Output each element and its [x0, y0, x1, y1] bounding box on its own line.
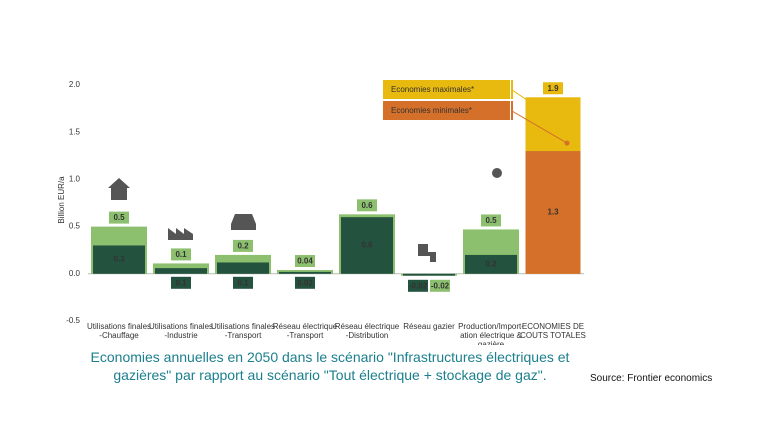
value-label-box — [171, 276, 191, 289]
x-tick-label: -Distribution — [346, 331, 389, 340]
icons — [108, 168, 502, 262]
caption: Economies annuelles en 2050 dans le scén… — [90, 349, 570, 383]
value-label-box — [233, 239, 253, 252]
bar-min — [525, 151, 581, 274]
value-label-box — [171, 248, 191, 261]
x-tick-label: -Transport — [225, 331, 262, 340]
bar-min — [155, 268, 207, 274]
bar-min — [465, 254, 517, 274]
value-label: 0.1 — [237, 278, 249, 287]
legend-connector — [511, 89, 527, 100]
y-tick-label: 0.0 — [69, 269, 81, 278]
value-label: 0.5 — [485, 216, 497, 225]
x-tick-label: ation électrique & — [460, 331, 522, 340]
value-label: -0.02 — [409, 281, 428, 290]
value-label-box — [295, 276, 315, 289]
x-tick-label: COUTS TOTALES — [520, 331, 586, 340]
x-tick-label: Utilisations finales — [211, 322, 275, 331]
value-label-box — [109, 211, 129, 224]
x-tick-label: Production/Import- — [458, 322, 524, 331]
x-tick-label: Utilisations finales — [87, 322, 151, 331]
y-tick-label: 1.5 — [69, 127, 81, 136]
value-label: 0.2 — [237, 242, 249, 251]
bar-min — [217, 262, 269, 274]
value-label: 0.02 — [297, 278, 313, 287]
value-label: -0.02 — [431, 281, 450, 290]
value-label-box — [233, 276, 253, 289]
value-label: 0.1 — [175, 250, 187, 259]
value-label-box — [543, 82, 563, 95]
legend-label: Economies minimales* — [391, 106, 472, 115]
chart: Billion EUR/a -0.5 0.0 0.5 1.0 1.5 2.0 Utilisa… — [57, 80, 586, 349]
y-tick-label: 0.5 — [69, 222, 81, 231]
source: Source: Frontier economics — [590, 373, 713, 384]
legend-connector — [511, 110, 568, 144]
legend-label: Economies maximales* — [391, 85, 474, 94]
legend-swatch — [383, 101, 510, 120]
x-tick-label: -Transport — [287, 331, 324, 340]
value-label: 0.6 — [361, 241, 373, 250]
bar-min — [279, 271, 331, 274]
value-label: 0.6 — [361, 201, 373, 210]
y-tick-label: 1.0 — [69, 175, 81, 184]
x-tick-label: Réseau gazier — [403, 322, 455, 331]
bar-min — [403, 273, 455, 276]
value-label-box — [430, 279, 450, 292]
value-label-box — [295, 255, 315, 268]
bar-min — [341, 217, 393, 274]
pipe-icon — [418, 244, 436, 262]
value-label: 0.04 — [297, 257, 313, 266]
value-label: 0.1 — [175, 278, 187, 287]
legend-dot — [564, 140, 570, 146]
value-label: 1.9 — [547, 84, 559, 93]
value-label-box — [481, 214, 501, 227]
legend-swatch — [383, 80, 510, 99]
value-label: 1.3 — [547, 208, 559, 217]
house-icon — [108, 178, 130, 200]
x-tick-label: Réseau électrique — [273, 322, 338, 331]
x-tick-label: -Chauffage — [99, 331, 139, 340]
value-label-box — [408, 279, 428, 292]
x-tick-label: gazière — [478, 340, 505, 345]
value-label: 0.5 — [113, 213, 125, 222]
x-tick-label: Réseau électrique — [335, 322, 400, 331]
y-tick-label: 2.0 — [69, 80, 81, 89]
sun-icon — [492, 168, 502, 178]
value-label: 0.2 — [485, 259, 497, 268]
x-tick-label: Utilisations finales — [149, 322, 213, 331]
x-tick-label: -Industrie — [164, 331, 198, 340]
x-tick-label: ECONOMIES DE — [522, 322, 584, 331]
value-label-box — [357, 199, 377, 212]
y-tick-label: -0.5 — [66, 316, 80, 325]
bar-min — [93, 245, 145, 274]
value-label: 0.3 — [113, 255, 125, 264]
y-axis-label: Billion EUR/a — [57, 176, 66, 224]
car-icon — [231, 214, 256, 230]
factory-icon — [168, 228, 193, 240]
